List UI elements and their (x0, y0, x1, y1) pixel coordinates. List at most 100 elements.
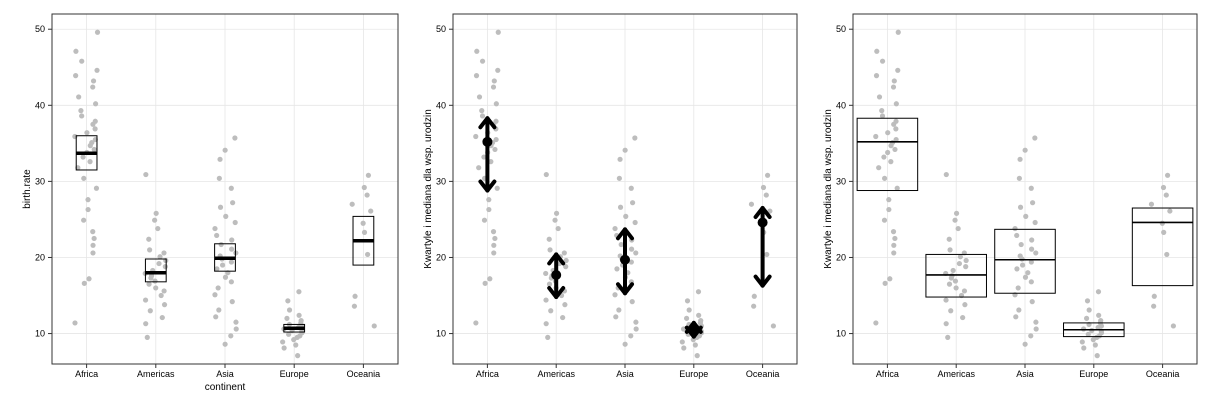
data-point-asia (1023, 213, 1029, 219)
data-point-americas (947, 247, 953, 253)
data-point-europe (1092, 342, 1098, 348)
median-dot-europe (688, 324, 699, 335)
x-tick-label-europe: Europe (679, 369, 708, 379)
data-point-asia (618, 241, 624, 248)
data-point-europe (1095, 324, 1101, 331)
data-point-africa (895, 67, 901, 73)
data-point-americas (963, 257, 969, 264)
data-point-asia (228, 333, 234, 339)
data-point-europe (1084, 298, 1091, 304)
data-point-asia (216, 307, 222, 313)
data-point-asia (1025, 270, 1031, 276)
data-point-americas (157, 254, 163, 260)
data-point-americas (152, 217, 158, 223)
data-point-americas (148, 275, 154, 281)
data-point-africa (486, 206, 492, 213)
data-point-asia (1018, 241, 1024, 248)
data-point-asia (612, 292, 618, 298)
data-point-africa (73, 73, 79, 79)
data-point-asia (1013, 314, 1019, 320)
x-tick-label-oceania: Oceania (1146, 369, 1180, 379)
data-point-africa (491, 78, 497, 84)
x-tick-label-africa: Africa (476, 369, 499, 379)
data-point-asia (229, 299, 235, 305)
data-point-americas (158, 292, 164, 299)
data-point-oceania (365, 172, 372, 178)
quartile-box-oceania (1131, 207, 1194, 287)
data-point-africa (882, 280, 888, 286)
data-point-africa (91, 235, 97, 242)
y-tick-label: 40 (35, 100, 45, 110)
data-point-americas (945, 334, 951, 340)
data-point-oceania (361, 229, 368, 235)
data-point-africa (479, 113, 486, 119)
data-point-africa (94, 29, 101, 35)
data-point-europe (295, 353, 301, 359)
data-point-asia (614, 266, 620, 272)
data-point-asia (633, 250, 639, 256)
data-point-asia (629, 299, 635, 305)
data-point-asia (228, 259, 235, 265)
data-point-africa (90, 78, 97, 84)
data-point-americas (543, 171, 549, 178)
data-point-americas (162, 264, 168, 270)
data-point-americas (563, 264, 569, 270)
data-point-oceania (751, 303, 757, 309)
data-point-oceania (364, 251, 371, 258)
data-point-asia (623, 213, 629, 219)
data-point-americas (943, 171, 949, 178)
data-point-africa (90, 250, 96, 256)
data-point-europe (285, 298, 291, 304)
panel-1-box-chart: 10 20 30 40 50 Africa Americas Asia Europe Oceani… (22, 13, 399, 393)
data-point-africa (482, 280, 488, 286)
data-point-oceania (751, 293, 757, 299)
data-point-oceania (764, 172, 771, 178)
data-point-americas (948, 308, 954, 314)
data-point-americas (143, 321, 149, 327)
lower-arrowhead-americas (547, 286, 566, 300)
panel-3-box-chart: 10 20 30 40 50 Africa Americas Asia Europe Oceani… (823, 13, 1198, 379)
data-point-africa (72, 320, 78, 326)
data-point-asia (1014, 232, 1020, 239)
data-point-americas (555, 225, 561, 232)
x-tick-label-europe: Europe (280, 369, 309, 379)
y-tick-label: 30 (436, 176, 446, 186)
data-point-oceania (1170, 323, 1176, 329)
data-point-americas (147, 247, 153, 253)
y-tick-label: 20 (35, 252, 45, 262)
data-point-africa (890, 229, 897, 235)
data-point-oceania (770, 323, 776, 329)
data-point-africa (892, 235, 898, 242)
y-tick-label: 50 (35, 24, 45, 34)
data-point-europe (1095, 289, 1102, 295)
data-point-americas (963, 264, 969, 270)
data-point-africa (473, 73, 480, 79)
data-point-asia (213, 314, 219, 320)
data-point-americas (153, 210, 159, 216)
data-point-asia (1016, 175, 1022, 181)
data-point-asia (628, 185, 634, 191)
data-point-europe (1090, 337, 1096, 343)
data-point-africa (495, 67, 501, 73)
data-point-asia (233, 319, 239, 325)
data-point-americas (161, 250, 167, 256)
data-point-asia (617, 204, 624, 210)
data-point-americas (960, 314, 966, 321)
data-point-asia (1017, 204, 1024, 210)
data-point-oceania (763, 192, 769, 198)
data-point-africa (73, 48, 79, 54)
data-point-americas (961, 288, 968, 294)
x-tick-label-asia: Asia (1016, 369, 1034, 379)
data-point-africa (873, 320, 879, 326)
data-point-asia (632, 219, 638, 226)
data-point-africa (886, 197, 892, 203)
data-point-americas (155, 225, 161, 232)
data-point-americas (943, 297, 949, 303)
data-point-africa (84, 130, 90, 136)
data-point-oceania (764, 251, 770, 258)
data-point-oceania (1151, 293, 1157, 299)
data-point-africa (893, 126, 899, 132)
data-point-americas (962, 302, 968, 308)
data-point-asia (1030, 200, 1036, 206)
x-axis-title: continent (205, 382, 246, 393)
